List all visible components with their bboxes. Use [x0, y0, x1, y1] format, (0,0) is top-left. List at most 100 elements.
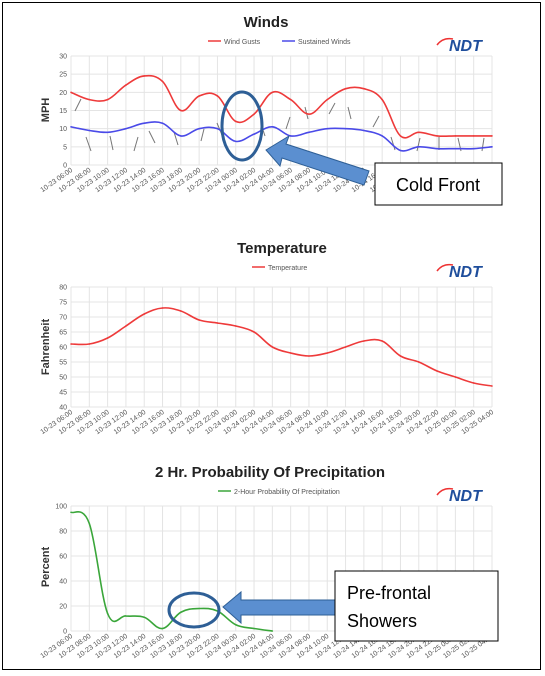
data-point: [198, 127, 200, 130]
data-point: [417, 361, 420, 363]
data-point: [363, 87, 365, 90]
y-tick-label: 65: [59, 330, 67, 337]
series-line-2-0: [70, 511, 273, 632]
y-tick-label: 0: [63, 629, 67, 636]
data-point: [381, 98, 383, 101]
data-point: [344, 346, 347, 348]
data-point: [253, 627, 255, 630]
data-point: [234, 623, 237, 626]
y-tick-label: 45: [59, 390, 67, 397]
data-point: [472, 147, 475, 150]
data-point: [271, 91, 274, 94]
temperature-ylabel: Fahrenheit: [40, 319, 52, 376]
y-tick-label: 75: [59, 300, 67, 307]
data-point: [70, 343, 72, 345]
pre-frontal-label-2: Showers: [347, 611, 417, 631]
y-tick-label: 5: [63, 144, 67, 151]
winds-chart: Winds Wind Gusts Sustained Winds MPH 0 5 1…: [40, 14, 503, 206]
data-point: [143, 616, 146, 619]
data-point: [417, 146, 420, 148]
data-point: [363, 340, 365, 342]
data-point: [234, 120, 237, 123]
ndt-logo-1: NDT: [436, 37, 483, 55]
winds-y-ticks: 0 5 10 15 20 25 30: [59, 54, 67, 170]
data-point: [161, 627, 164, 630]
data-point: [88, 129, 91, 132]
pre-frontal-arrow: [222, 590, 336, 625]
logo-text-1: NDT: [449, 38, 483, 55]
data-point: [436, 135, 438, 137]
data-point: [381, 340, 383, 342]
data-point: [271, 126, 274, 128]
data-point: [454, 135, 457, 137]
data-point: [454, 376, 457, 378]
legend-precipitation: 2-Hour Probability Of Precipitation: [234, 489, 340, 496]
data-point: [106, 337, 109, 339]
data-point: [125, 127, 127, 130]
data-point: [308, 131, 310, 134]
data-point: [143, 75, 146, 77]
data-point: [161, 80, 164, 83]
pre-frontal-label-1: Pre-frontal: [347, 583, 431, 603]
y-tick-label: 50: [59, 375, 67, 382]
data-point: [399, 355, 402, 357]
precipitation-title: 2 Hr. Probability Of Precipitation: [155, 464, 385, 481]
ndt-logo-3: NDT: [436, 487, 483, 505]
data-point: [70, 126, 72, 128]
y-tick-label: 40: [59, 405, 67, 412]
data-point: [472, 382, 475, 384]
data-point: [234, 325, 237, 327]
precipitation-ylabel: Percent: [40, 546, 52, 587]
series-line-0-0: [70, 74, 492, 139]
data-point: [363, 129, 365, 132]
data-point: [125, 615, 127, 617]
data-point: [106, 131, 109, 134]
data-point: [491, 385, 493, 387]
ndt-logo-2: NDT: [436, 263, 483, 281]
precipitation-legend: 2-Hour Probability Of Precipitation: [218, 489, 340, 496]
precipitation-y-ticks: 0 20 40 60 80 100: [55, 504, 67, 636]
data-point: [198, 319, 200, 321]
y-tick-label: 20: [59, 604, 67, 611]
data-point: [271, 346, 274, 348]
series-line-0-1: [70, 121, 493, 152]
y-tick-label: 100: [55, 504, 67, 511]
data-point: [253, 133, 255, 135]
data-point: [216, 127, 219, 130]
logo-text-3: NDT: [449, 488, 483, 505]
data-point: [289, 98, 292, 101]
temperature-grid: [70, 286, 493, 408]
data-point: [436, 147, 438, 150]
cold-front-ellipse: [220, 90, 264, 162]
y-tick-label: 40: [59, 579, 67, 586]
data-point: [216, 322, 219, 324]
data-point: [289, 135, 292, 137]
data-point: [198, 95, 200, 97]
figure-svg: Winds Wind Gusts Sustained Winds MPH 0 5 1…: [40, 14, 503, 660]
y-tick-label: 30: [59, 54, 67, 61]
y-tick-label: 60: [59, 554, 67, 561]
data-point: [180, 135, 182, 137]
data-point: [472, 135, 475, 137]
data-point: [491, 135, 493, 137]
data-point: [70, 91, 72, 94]
data-point: [180, 611, 182, 614]
y-tick-label: 10: [59, 126, 67, 133]
y-tick-label: 80: [59, 285, 67, 292]
data-point: [308, 355, 310, 357]
data-point: [399, 149, 402, 152]
y-tick-label: 15: [59, 108, 67, 115]
temperature-chart: Temperature Temperature Fahrenheit 40 45 5…: [40, 240, 496, 436]
data-point: [381, 135, 383, 137]
temperature-series: [70, 307, 493, 387]
data-point: [417, 131, 420, 134]
data-point: [180, 109, 182, 112]
data-point: [344, 127, 347, 130]
y-tick-label: 60: [59, 345, 67, 352]
y-tick-label: 25: [59, 72, 67, 79]
data-point: [125, 84, 127, 86]
series-line-1-0: [70, 307, 493, 387]
data-point: [125, 325, 127, 327]
data-point: [253, 113, 255, 115]
data-point: [454, 147, 457, 150]
